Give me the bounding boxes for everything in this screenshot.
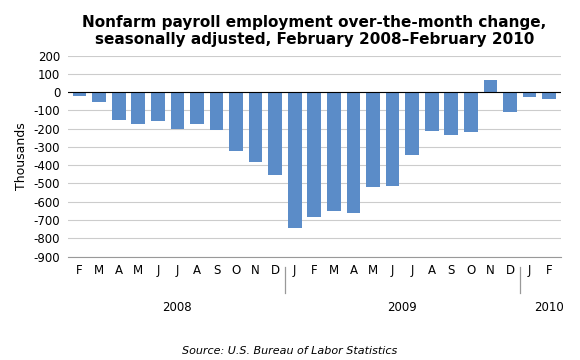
Bar [386,92,400,186]
Bar [269,92,282,175]
Bar [229,92,243,151]
Bar [288,92,302,228]
Text: Source: U.S. Bureau of Labor Statistics: Source: U.S. Bureau of Labor Statistics [182,346,398,356]
Bar [249,92,263,162]
Bar [307,92,321,217]
Bar [327,92,340,211]
Bar [444,92,458,135]
Bar [132,92,145,124]
Bar [92,92,106,102]
Bar [209,92,223,130]
Title: Nonfarm payroll employment over-the-month change,
seasonally adjusted, February : Nonfarm payroll employment over-the-mont… [82,15,546,48]
Bar [72,92,86,96]
Bar [366,92,380,187]
Bar [484,80,497,92]
Bar [464,92,478,132]
Y-axis label: Thousands: Thousands [15,122,28,190]
Bar [425,92,438,131]
Bar [405,92,419,155]
Bar [542,92,556,99]
Bar [523,92,536,97]
Bar [112,92,125,120]
Text: 2010: 2010 [534,301,564,314]
Bar [190,92,204,124]
Bar [503,92,517,112]
Bar [171,92,184,129]
Bar [347,92,360,213]
Text: 2008: 2008 [162,301,192,314]
Text: 2009: 2009 [387,301,417,314]
Bar [151,92,165,121]
